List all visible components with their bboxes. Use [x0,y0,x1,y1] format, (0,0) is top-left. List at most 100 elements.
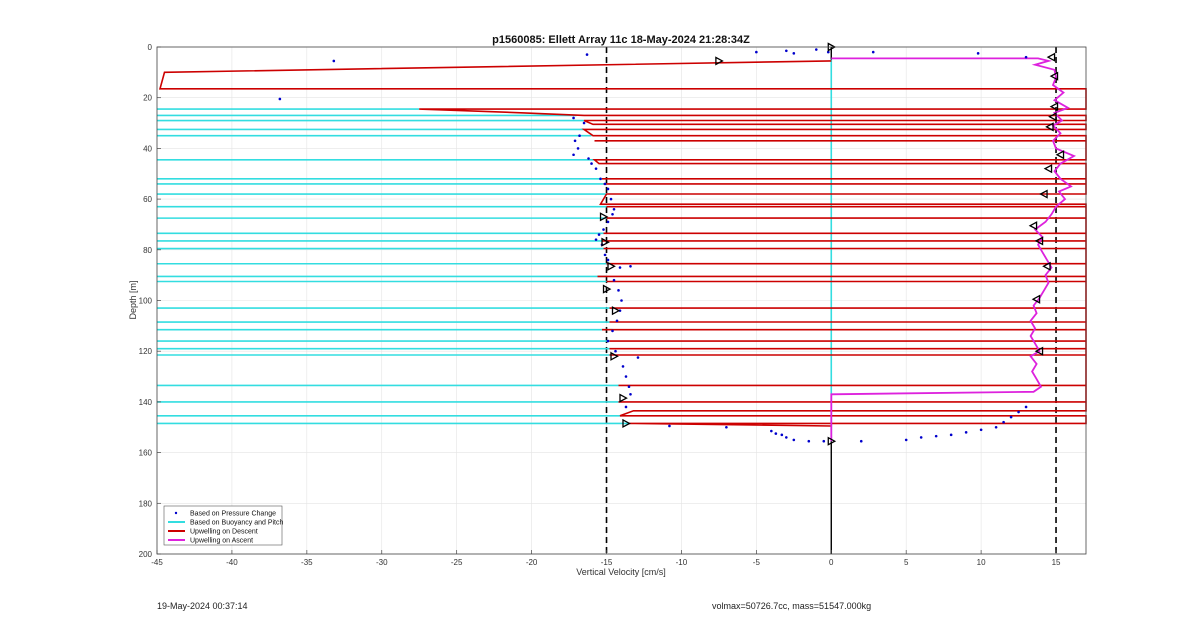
ascent-marker [1028,221,1038,231]
legend-label: Upwelling on Ascent [190,538,253,545]
y-tick-label: 140 [139,398,153,407]
pressure-change-point [1009,415,1013,419]
pressure-change-point [278,97,282,101]
pressure-change-point [573,139,577,143]
pressure-change-point [602,228,605,231]
footer-timestamp: 19-May-2024 00:37:14 [157,601,248,611]
descent-marker [827,436,837,446]
pressure-change-point [587,157,590,160]
pressure-change-point [822,439,826,443]
pressure-change-point [603,253,607,257]
ascent-marker [1045,122,1054,132]
pressure-change-point [585,53,589,56]
pressure-change-point [1017,410,1020,414]
y-tick-label: 60 [143,195,152,204]
pressure-change-point [582,121,586,125]
y-tick-label: 200 [139,550,153,559]
descent-marker [610,351,619,361]
pressure-change-point [572,153,575,157]
pressure-change-point [979,428,983,432]
pressure-change-point [594,238,598,241]
pressure-change-point [814,48,818,51]
x-tick-label: -15 [601,558,613,567]
pressure-change-point [599,177,602,181]
pressure-change-point [603,182,607,186]
pressure-change-point [578,134,581,138]
descent-marker [602,284,612,294]
pressure-change-point [774,432,778,435]
pressure-change-point [871,50,875,54]
x-tick-label: 10 [977,558,986,567]
descent-marker [622,418,631,429]
ascent-marker [1055,150,1065,160]
pressure-change-point [590,162,593,165]
x-tick-label: -20 [526,558,538,567]
ascent-marker [1031,294,1041,304]
pressure-change-point [612,207,616,211]
ascent-marker [1034,236,1044,246]
legend-label: Based on Buoyancy and Pitch [190,520,284,527]
pressure-change-point [859,439,863,443]
ascent-marker [1046,52,1056,62]
pressure-change-point [807,439,811,443]
descent-marker [611,306,621,316]
pressure-change-point [609,197,613,201]
descent-marker [607,261,616,271]
pressure-change-point [615,319,619,323]
pressure-change-point [629,264,632,268]
legend: Based on Pressure Change Based on Buoyanc… [163,505,284,546]
pressure-change-point [618,266,622,269]
pressure-change-point [668,424,671,428]
ascent-marker [1049,71,1059,81]
pressure-change-point [612,278,616,282]
y-tick-label: 80 [143,246,152,255]
pressure-change-point [617,289,620,292]
x-axis-ticks: -45 -40 -35 -30 -25 -20 -15 -10 -5 0 5 10 15 [151,550,1061,567]
pressure-change-point [792,52,796,55]
pressure-change-point [1024,405,1028,409]
x-tick-label: -45 [151,558,163,567]
pressure-change-point [606,258,610,262]
pressure-change-point [629,392,632,396]
descent-marker [599,212,609,222]
legend-box [163,505,283,546]
pressure-change-point [332,59,336,63]
ascent-marker [1048,112,1057,122]
pressure-change-series [278,48,1028,443]
x-tick-label: 5 [904,558,909,567]
y-tick-label: 160 [139,449,153,458]
pressure-change-point [725,425,728,429]
chart-title: p1560085: Ellett Array 11c 18-May-2024 2… [492,34,750,46]
ascent-line [830,57,1077,442]
pressure-change-point [620,299,623,302]
y-axis-ticks: 0 20 40 60 80 100 120 140 160 180 200 [139,43,161,559]
pressure-change-point [627,385,631,388]
pressure-change-point [606,220,610,224]
pressure-change-point [611,329,614,333]
ascent-series [830,57,1077,442]
pressure-change-point [621,365,625,368]
pressure-change-point [1024,55,1028,59]
y-tick-label: 120 [139,347,153,356]
pressure-change-point [614,349,617,353]
pressure-change-point [904,438,908,442]
ascent-marker [1042,261,1051,271]
pressure-change-point [755,50,758,54]
y-tick-label: 180 [139,499,153,508]
x-tick-label: -5 [753,558,761,567]
pressure-change-point [624,375,628,378]
y-tick-label: 100 [139,297,153,306]
x-tick-label: 15 [1052,558,1061,567]
pressure-change-point [594,167,598,170]
pressure-change-point [785,436,788,439]
x-axis-label: Vertical Velocity [cm/s] [576,567,666,577]
y-axis-label: Depth [m] [128,280,138,319]
legend-label: Based on Pressure Change [190,511,276,518]
ascent-marker [1034,346,1044,356]
ascent-marker [1049,101,1059,112]
pressure-change-point [994,425,998,429]
footer-volmax-mass: volmax=50726.7cc, mass=51547.000kg [712,601,872,611]
descent-marker [619,393,628,403]
legend-swatch [174,511,178,515]
x-tick-label: -40 [226,558,238,567]
